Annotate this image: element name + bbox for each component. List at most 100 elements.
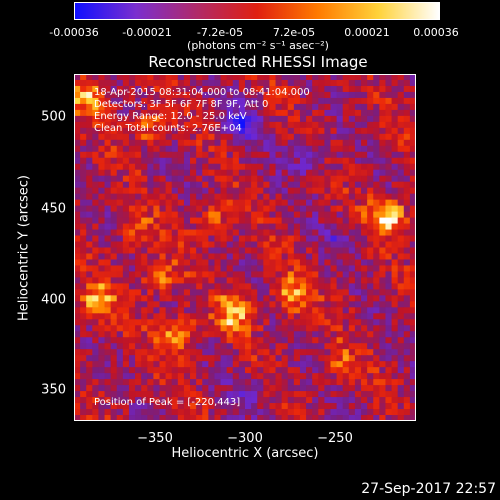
heatmap-cell xyxy=(220,265,228,272)
heatmap-cell xyxy=(342,169,350,177)
heatmap-cell xyxy=(312,259,319,266)
heatmap-cell xyxy=(86,115,93,123)
heatmap-cell xyxy=(232,361,240,368)
heatmap-cell xyxy=(104,85,112,93)
heatmap-cell xyxy=(379,193,386,201)
heatmap-cell xyxy=(385,217,393,225)
heatmap-cell xyxy=(220,373,228,380)
heatmap-cell xyxy=(330,169,338,177)
heatmap-cell xyxy=(281,199,289,207)
heatmap-cell xyxy=(74,253,81,260)
heatmap-cell xyxy=(385,74,393,81)
heatmap-cell xyxy=(263,145,270,153)
heatmap-cell xyxy=(299,289,307,296)
heatmap-cell xyxy=(177,397,185,404)
heatmap-cell xyxy=(324,247,331,254)
heatmap-cell xyxy=(141,325,148,332)
heatmap-cell xyxy=(397,313,405,320)
heatmap-cell xyxy=(153,307,160,314)
heatmap-cell xyxy=(299,265,307,272)
heatmap-cell xyxy=(263,253,270,260)
heatmap-cell xyxy=(159,289,167,296)
heatmap-cell xyxy=(257,277,264,284)
heatmap-cell xyxy=(275,127,283,135)
heatmap-cell xyxy=(80,313,87,320)
heatmap-cell xyxy=(379,397,386,404)
heatmap-cell xyxy=(122,379,130,386)
heatmap-cell xyxy=(348,187,356,195)
heatmap-cell xyxy=(92,301,99,308)
heatmap-cell xyxy=(312,157,319,165)
heatmap-cell xyxy=(397,307,405,314)
heatmap-cell xyxy=(403,121,411,129)
heatmap-cell xyxy=(403,145,411,153)
heatmap-cell xyxy=(391,409,399,416)
heatmap-cell xyxy=(214,409,222,416)
heatmap-cell xyxy=(98,97,106,105)
heatmap-cell xyxy=(391,259,399,266)
heatmap-cell xyxy=(177,157,185,165)
heatmap-cell xyxy=(232,343,240,350)
heatmap-cell xyxy=(348,409,356,416)
heatmap-cell xyxy=(306,145,313,153)
heatmap-cell xyxy=(141,109,148,117)
heatmap-cell xyxy=(122,175,130,183)
heatmap-cell xyxy=(80,265,87,272)
heatmap-cell xyxy=(238,295,246,302)
heatmap-cell xyxy=(367,313,374,320)
heatmap-cell xyxy=(306,193,313,201)
heatmap-cell xyxy=(361,313,368,320)
heatmap-cell xyxy=(287,379,295,386)
heatmap-cell xyxy=(86,409,93,416)
heatmap-cell xyxy=(367,79,374,87)
heatmap-cell xyxy=(226,151,234,159)
heatmap-cell xyxy=(336,343,344,350)
heatmap-cell xyxy=(306,151,313,159)
heatmap-cell xyxy=(122,229,130,237)
heatmap-cell xyxy=(214,313,222,320)
heatmap-cell xyxy=(379,169,386,177)
heatmap-cell xyxy=(336,253,344,260)
heatmap-cell xyxy=(74,271,81,278)
heatmap-cell xyxy=(202,307,209,314)
heatmap-cell xyxy=(361,349,368,356)
heatmap-cell xyxy=(330,295,338,302)
heatmap-cell xyxy=(171,235,179,243)
heatmap-cell xyxy=(74,313,81,320)
heatmap-cell xyxy=(196,85,203,93)
heatmap-cell xyxy=(196,385,203,392)
heatmap-cell xyxy=(226,349,234,356)
heatmap-cell xyxy=(257,127,264,135)
heatmap-cell xyxy=(74,163,81,171)
heatmap-cell xyxy=(110,241,118,248)
heatmap-cell xyxy=(220,325,228,332)
heatmap-cell xyxy=(385,247,393,254)
heatmap-cell xyxy=(336,145,344,153)
heatmap-cell xyxy=(348,349,356,356)
heatmap-cell xyxy=(153,205,160,213)
heatmap-cell xyxy=(159,283,167,290)
heatmap-cell xyxy=(147,403,154,410)
heatmap-cell xyxy=(220,313,228,320)
heatmap-cell xyxy=(330,229,338,237)
heatmap-cell xyxy=(263,229,270,237)
heatmap-cell xyxy=(257,283,264,290)
heatmap-cell xyxy=(342,103,350,111)
heatmap-cell xyxy=(318,259,325,266)
heatmap-cell xyxy=(147,343,154,350)
heatmap-cell xyxy=(391,349,399,356)
heatmap-cell xyxy=(135,91,142,99)
heatmap-cell xyxy=(367,265,374,272)
heatmap-cell xyxy=(299,391,307,398)
heatmap-cell xyxy=(306,331,313,338)
heatmap-cell xyxy=(336,235,344,243)
heatmap-cell xyxy=(238,163,246,171)
heatmap-cell xyxy=(147,181,154,189)
heatmap-cell xyxy=(391,229,399,237)
heatmap-cell xyxy=(153,181,160,189)
heatmap-cell xyxy=(306,409,313,416)
heatmap-cell xyxy=(220,355,228,362)
heatmap-cell xyxy=(220,217,228,225)
heatmap-cell xyxy=(153,241,160,248)
heatmap-cell xyxy=(208,175,215,183)
